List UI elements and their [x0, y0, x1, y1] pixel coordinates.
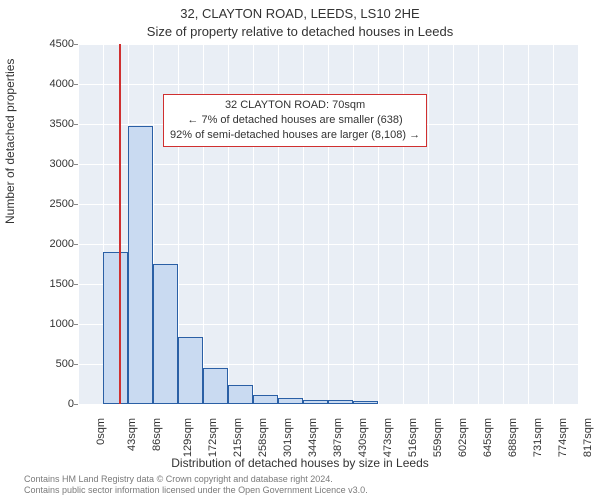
x-tick-label: 817sqm: [582, 418, 594, 457]
y-tick-label: 1500: [24, 278, 74, 290]
histogram-bar: [303, 400, 328, 404]
grid-line-vertical: [478, 44, 479, 404]
annotation-line: 32 CLAYTON ROAD: 70sqm: [170, 98, 420, 113]
histogram-bar: [128, 126, 153, 404]
histogram-bar: [328, 400, 353, 404]
chart-title-main: 32, CLAYTON ROAD, LEEDS, LS10 2HE: [0, 6, 600, 21]
x-tick-label: 516sqm: [407, 418, 419, 457]
x-axis-label: Distribution of detached houses by size …: [0, 456, 600, 470]
annotation-line: 92% of semi-detached houses are larger (…: [170, 128, 420, 143]
y-tick-label: 2000: [24, 238, 74, 250]
y-tick-label: 3000: [24, 158, 74, 170]
x-tick-label: 129sqm: [182, 418, 194, 457]
x-tick-label: 258sqm: [257, 418, 269, 457]
grid-line-vertical: [578, 44, 579, 404]
y-tick-mark: [74, 204, 78, 205]
x-tick-label: 731sqm: [532, 418, 544, 457]
y-tick-label: 4000: [24, 78, 74, 90]
y-tick-mark: [74, 84, 78, 85]
y-tick-label: 0: [24, 398, 74, 410]
y-tick-mark: [74, 124, 78, 125]
x-tick-label: 688sqm: [507, 418, 519, 457]
x-tick-label: 559sqm: [432, 418, 444, 457]
y-axis-label: Number of detached properties: [3, 59, 17, 224]
grid-line-vertical: [503, 44, 504, 404]
x-tick-label: 172sqm: [207, 418, 219, 457]
histogram-bar: [278, 398, 303, 404]
grid-line-vertical: [553, 44, 554, 404]
grid-line-horizontal: [78, 404, 578, 405]
footer-attribution: Contains HM Land Registry data © Crown c…: [24, 474, 368, 496]
histogram-bar: [153, 264, 178, 404]
reference-line: [119, 44, 121, 404]
y-tick-mark: [74, 164, 78, 165]
x-tick-label: 387sqm: [332, 418, 344, 457]
y-tick-label: 2500: [24, 198, 74, 210]
chart-title-sub: Size of property relative to detached ho…: [0, 24, 600, 39]
y-tick-mark: [74, 404, 78, 405]
histogram-bar: [103, 252, 128, 404]
histogram-bar: [178, 337, 203, 404]
annotation-line: ← 7% of detached houses are smaller (638…: [170, 113, 420, 128]
x-tick-label: 301sqm: [282, 418, 294, 457]
y-tick-label: 3500: [24, 118, 74, 130]
histogram-bar: [253, 395, 278, 404]
footer-line: Contains HM Land Registry data © Crown c…: [24, 474, 368, 485]
x-tick-label: 215sqm: [232, 418, 244, 457]
footer-line: Contains public sector information licen…: [24, 485, 368, 496]
x-tick-label: 645sqm: [482, 418, 494, 457]
histogram-bar: [228, 385, 253, 404]
plot-area: 32 CLAYTON ROAD: 70sqm ← 7% of detached …: [78, 44, 578, 404]
y-tick-label: 4500: [24, 38, 74, 50]
x-tick-label: 602sqm: [457, 418, 469, 457]
grid-line-vertical: [428, 44, 429, 404]
grid-line-vertical: [528, 44, 529, 404]
y-tick-mark: [74, 284, 78, 285]
y-tick-mark: [74, 324, 78, 325]
x-tick-label: 0sqm: [95, 418, 107, 445]
histogram-bar: [353, 401, 378, 404]
x-tick-label: 774sqm: [557, 418, 569, 457]
grid-line-vertical: [78, 44, 79, 404]
y-tick-label: 1000: [24, 318, 74, 330]
y-tick-mark: [74, 44, 78, 45]
y-tick-mark: [74, 364, 78, 365]
x-tick-label: 43sqm: [126, 418, 138, 451]
annotation-box: 32 CLAYTON ROAD: 70sqm ← 7% of detached …: [163, 94, 427, 147]
x-tick-label: 430sqm: [357, 418, 369, 457]
x-tick-label: 344sqm: [307, 418, 319, 457]
y-tick-label: 500: [24, 358, 74, 370]
grid-line-vertical: [453, 44, 454, 404]
x-tick-label: 86sqm: [151, 418, 163, 451]
y-tick-mark: [74, 244, 78, 245]
histogram-bar: [203, 368, 228, 404]
x-tick-label: 473sqm: [382, 418, 394, 457]
